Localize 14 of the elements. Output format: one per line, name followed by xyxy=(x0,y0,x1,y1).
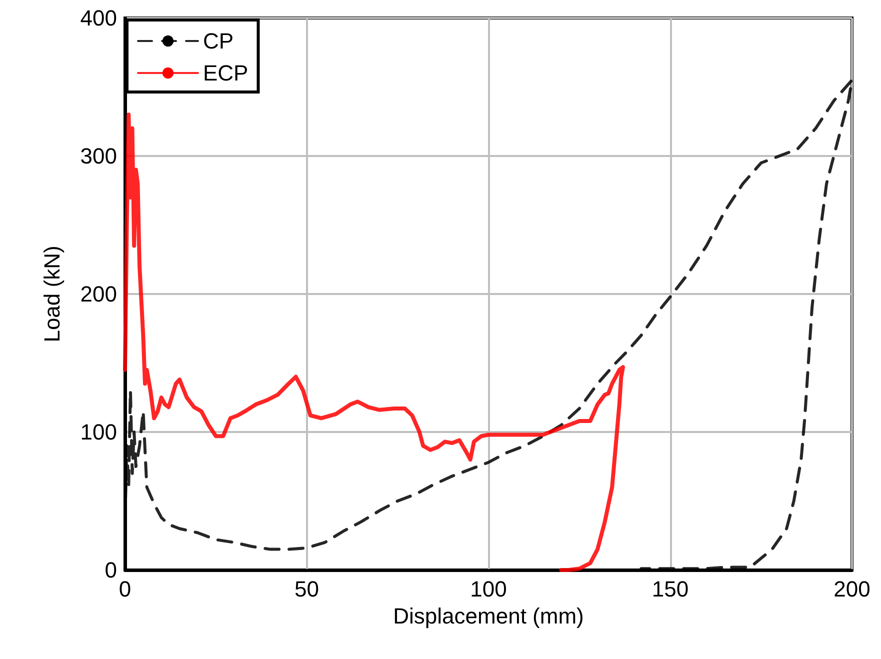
y-tick-label: 300 xyxy=(80,144,117,168)
legend-label: CP xyxy=(203,28,234,54)
y-tick-label: 400 xyxy=(80,6,117,30)
y-tick-label: 0 xyxy=(104,558,117,582)
x-tick-label: 50 xyxy=(294,576,319,602)
y-tick-label: 100 xyxy=(80,420,117,444)
x-axis-title: Displacement (mm) xyxy=(393,603,584,628)
y-tick-label: 200 xyxy=(80,282,117,306)
x-tick-label: 200 xyxy=(834,576,870,602)
x-tick-label: 100 xyxy=(470,576,507,602)
x-tick-label: 150 xyxy=(652,576,689,602)
legend-label: ECP xyxy=(203,60,248,86)
y-axis-title: Load (kN) xyxy=(40,246,64,342)
line-series xyxy=(123,112,625,572)
